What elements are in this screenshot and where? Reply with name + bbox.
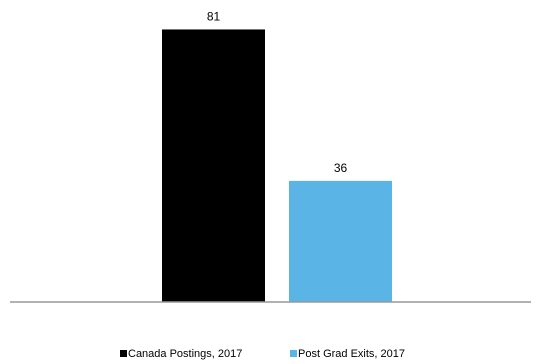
plot-area: 81 36 bbox=[162, 10, 392, 302]
bar bbox=[289, 180, 392, 302]
legend-label: Canada Postings, 2017 bbox=[128, 348, 242, 360]
data-label: 36 bbox=[334, 161, 348, 175]
bar bbox=[162, 29, 265, 302]
legend-swatch bbox=[120, 350, 127, 357]
data-label: 81 bbox=[207, 10, 221, 24]
legend: Canada Postings, 2017 Post Grad Exits, 20… bbox=[120, 348, 405, 360]
legend-label: Post Grad Exits, 2017 bbox=[298, 348, 405, 360]
legend-swatch bbox=[290, 350, 297, 357]
